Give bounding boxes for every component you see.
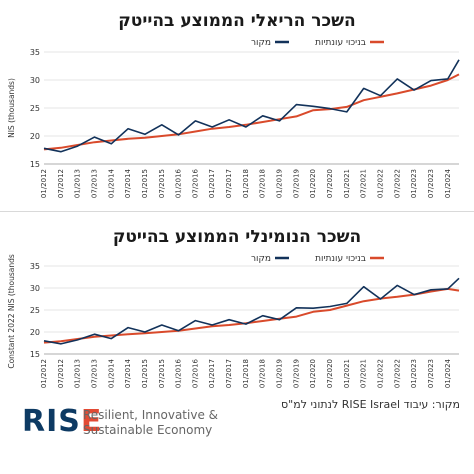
x-tick-label: 01/2020	[309, 359, 317, 388]
series-line	[43, 287, 460, 344]
y-tick-label: 30	[30, 76, 40, 85]
x-tick-label: 01/2021	[343, 359, 351, 388]
x-tick-label: 01/2024	[444, 168, 452, 198]
x-tick-label: 07/2023	[427, 359, 435, 388]
x-tick-label: 01/2018	[242, 359, 250, 388]
x-tick-label: 01/2015	[141, 359, 149, 388]
x-tick-label: 07/2017	[225, 169, 233, 198]
x-tick-label: 07/2012	[57, 169, 65, 198]
rise-logo: RISE	[22, 404, 103, 439]
chart-nominal-wage: 15 20 25 30 35 01/2012 07/2012 01/2013 07/2013 01…	[7, 254, 460, 388]
y-tick-label: 20	[30, 132, 40, 141]
series-line	[43, 277, 460, 345]
x-tick-label: 01/2015	[141, 169, 149, 198]
y-tick-label: 30	[30, 284, 40, 293]
x-tick-label: 07/2023	[427, 169, 435, 198]
x-tick-label: 07/2021	[360, 169, 368, 198]
x-tick-label: 01/2014	[107, 168, 115, 198]
series-line	[43, 59, 460, 153]
tagline-line-1: Resilient, Innovative &	[83, 408, 218, 422]
y-tick-label: 35	[30, 262, 40, 271]
x-tick-label: 01/2022	[376, 169, 384, 198]
x-tick-label: 07/2015	[158, 359, 166, 388]
x-tick-label: 01/2019	[276, 359, 284, 388]
y-tick-label: 35	[30, 48, 40, 57]
y-axis-label: NIS (thousands)	[7, 78, 16, 138]
x-tick-label: 07/2015	[158, 169, 166, 198]
x-tick-label: 07/2013	[90, 169, 98, 198]
series-line	[43, 73, 460, 151]
x-tick-label: 07/2016	[191, 168, 199, 198]
x-tick-label: 07/2019	[292, 169, 300, 198]
x-tick-label: 01/2020	[309, 169, 317, 198]
y-tick-label: 15	[30, 350, 40, 359]
legend-label: בניכוי עונתיות	[315, 38, 366, 48]
legend-label: בניכוי עונתיות	[315, 254, 366, 264]
x-tick-label: 07/2018	[259, 359, 267, 388]
x-tick-label: 01/2017	[208, 359, 216, 388]
x-tick-label: 07/2013	[90, 359, 98, 388]
x-tick-label: 07/2014	[124, 168, 132, 198]
chart-real-wage: 15 20 25 30 35 01/2012 07/2012 01/2013 07/2013 01…	[7, 38, 460, 198]
y-tick-label: 25	[30, 306, 40, 315]
x-tick-label: 01/2012	[40, 169, 48, 198]
x-tick-label: 01/2017	[208, 169, 216, 198]
x-tick-label: 01/2019	[276, 169, 284, 198]
chart-2-title: השכר הנומינלי הממוצע בהייטק	[112, 227, 362, 247]
x-tick-label: 01/2013	[74, 359, 82, 388]
x-tick-label: 07/2022	[393, 169, 401, 198]
x-tick-label: 07/2017	[225, 359, 233, 388]
x-tick-label: 07/2020	[326, 359, 334, 388]
x-tick-label: 01/2016	[175, 358, 183, 388]
chart-1-title: השכר הריאלי הממוצע בהייטק	[118, 11, 356, 31]
x-tick-label: 07/2022	[393, 359, 401, 388]
x-tick-label: 07/2019	[292, 359, 300, 388]
tagline: Resilient, Innovative & Sustainable Econ…	[83, 408, 218, 438]
x-tick-label: 01/2023	[410, 359, 418, 388]
source-note: מקור: עיבוד RISE Israel לנתוני למ"ס	[281, 398, 460, 411]
x-tick-label: 07/2020	[326, 169, 334, 198]
x-tick-label: 07/2014	[124, 358, 132, 388]
x-tick-label: 01/2022	[376, 359, 384, 388]
x-tick-label: 01/2021	[343, 169, 351, 198]
y-tick-label: 25	[30, 104, 40, 113]
y-tick-label: 20	[30, 328, 40, 337]
x-tick-label: 07/2021	[360, 359, 368, 388]
legend-label: מקור	[251, 254, 271, 264]
divider	[0, 211, 474, 212]
x-tick-label: 01/2016	[175, 168, 183, 198]
tagline-line-2: Sustainable Economy	[83, 423, 213, 437]
y-axis-label: Constant 2022 NIS (thousands)	[7, 254, 16, 369]
y-tick-label: 15	[30, 160, 40, 169]
x-tick-label: 01/2023	[410, 169, 418, 198]
x-tick-label: 07/2016	[191, 358, 199, 388]
x-tick-label: 01/2018	[242, 169, 250, 198]
x-tick-label: 07/2012	[57, 359, 65, 388]
x-tick-label: 01/2014	[107, 358, 115, 388]
x-tick-label: 01/2012	[40, 359, 48, 388]
legend-label: מקור	[251, 38, 271, 48]
x-tick-label: 01/2013	[74, 169, 82, 198]
x-tick-label: 07/2018	[259, 169, 267, 198]
x-tick-label: 01/2024	[444, 358, 452, 388]
